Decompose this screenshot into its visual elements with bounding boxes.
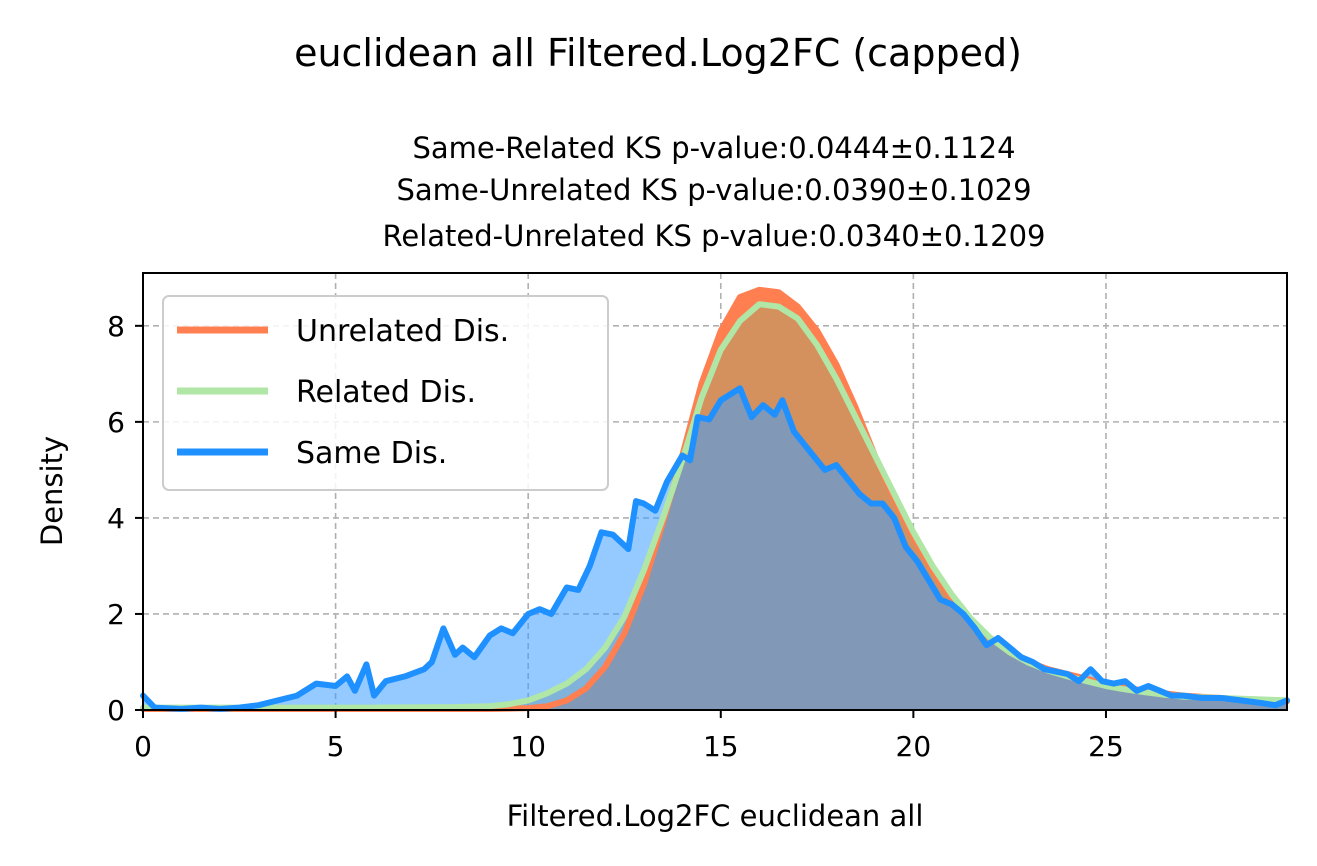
chart-subtitle-line-3: Related-Unrelated KS p-value:0.0340±0.12…: [383, 219, 1046, 253]
legend-box: [162, 295, 609, 491]
density-areas: [143, 289, 1287, 710]
legend-label-same: Same Dis.: [296, 436, 447, 471]
y-tick-label: 6: [107, 406, 125, 439]
y-tick-label: 0: [107, 694, 125, 727]
plot-frame: [142, 272, 1288, 711]
density-area-same: [143, 388, 1287, 710]
x-tick-label: 0: [134, 730, 152, 763]
x-tick-label: 25: [1088, 730, 1124, 763]
x-tick-label: 15: [703, 730, 739, 763]
y-tick-label: 4: [107, 502, 125, 535]
density-line-same: [140, 385, 1290, 712]
chart-title: euclidean all Filtered.Log2FC (capped): [294, 31, 1022, 75]
legend: Unrelated Dis. Related Dis. Same Dis.: [162, 295, 609, 491]
y-axis-label: Density: [35, 436, 69, 546]
axis-ticks: 0 5 10 15 20 25 0 2 4 6 8: [107, 310, 1124, 763]
legend-label-unrelated: Unrelated Dis.: [296, 314, 509, 349]
legend-label-related: Related Dis.: [296, 375, 476, 410]
x-axis-label: Filtered.Log2FC euclidean all: [507, 799, 924, 833]
x-tick-label: 5: [327, 730, 345, 763]
y-tick-label: 2: [107, 598, 125, 631]
y-tick-label: 8: [107, 310, 125, 343]
x-tick-label: 10: [510, 730, 546, 763]
chart-subtitle-line-2: Same-Unrelated KS p-value:0.0390±0.1029: [396, 173, 1031, 207]
chart-subtitle-line-1: Same-Related KS p-value:0.0444±0.1124: [412, 131, 1015, 165]
density-line-related: [140, 301, 1290, 711]
x-tick-label: 20: [896, 730, 932, 763]
density-lines: [140, 286, 1290, 712]
